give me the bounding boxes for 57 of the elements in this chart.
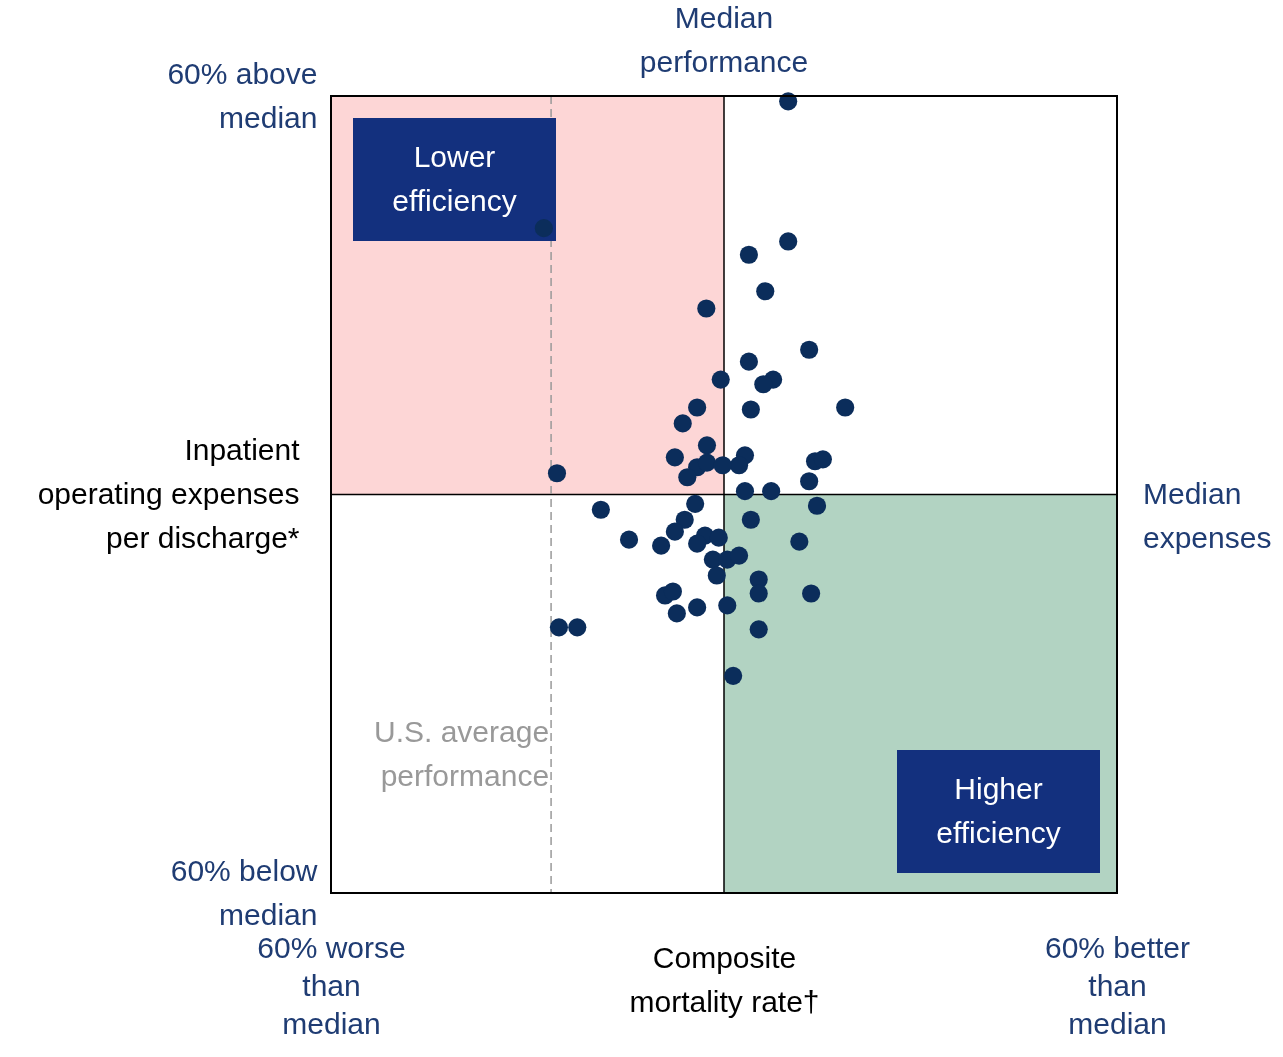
- point: [663, 582, 682, 601]
- point: [547, 464, 567, 483]
- point: [741, 510, 760, 529]
- point: [697, 299, 716, 318]
- y-tick-label: 60% below median: [170, 853, 318, 931]
- point: [707, 566, 726, 585]
- point: [686, 494, 705, 513]
- point: [534, 219, 553, 238]
- ref-line-label: U.S. average performance: [373, 715, 550, 792]
- point: [688, 534, 707, 553]
- band-label: Lower efficiency: [392, 139, 517, 217]
- point: [739, 245, 758, 264]
- ref-line-label: Median performance: [639, 1, 809, 78]
- point: [779, 232, 798, 251]
- point: [568, 618, 587, 637]
- x-tick-label: 60% better than median: [1044, 930, 1191, 1040]
- point: [675, 510, 694, 529]
- point: [790, 532, 809, 551]
- x-axis-title: Composite mortality rate†: [629, 940, 820, 1018]
- point: [688, 598, 707, 617]
- point: [754, 375, 773, 394]
- band-label: Higher efficiency: [936, 771, 1061, 849]
- point: [729, 546, 749, 565]
- point: [697, 436, 717, 455]
- point: [800, 472, 819, 491]
- point: [665, 522, 684, 541]
- point: [724, 666, 743, 685]
- x-tick-label: 60% worse than median: [257, 930, 406, 1040]
- ref-line-label: Median expenses: [1143, 476, 1272, 554]
- point: [762, 482, 781, 501]
- point: [667, 604, 686, 623]
- point: [591, 500, 610, 519]
- point: [549, 618, 569, 637]
- point: [678, 468, 697, 487]
- point: [673, 414, 692, 433]
- point: [739, 352, 758, 371]
- point: [802, 584, 821, 603]
- point: [713, 456, 732, 475]
- point: [749, 620, 768, 639]
- point: [711, 370, 730, 389]
- y-axis-title: Inpatient operating expenses per discharge*: [37, 433, 301, 554]
- y-tick-label: 60% above median: [167, 56, 318, 134]
- point: [749, 584, 768, 603]
- point: [718, 596, 737, 615]
- point: [756, 282, 775, 301]
- point: [729, 456, 749, 475]
- point: [836, 398, 855, 417]
- point: [652, 536, 671, 555]
- point: [697, 453, 717, 472]
- point: [619, 530, 639, 549]
- point: [688, 398, 707, 417]
- point: [741, 400, 760, 419]
- point: [735, 482, 755, 501]
- point: [800, 340, 819, 359]
- point: [709, 528, 728, 547]
- point: [665, 448, 684, 467]
- point: [807, 496, 827, 515]
